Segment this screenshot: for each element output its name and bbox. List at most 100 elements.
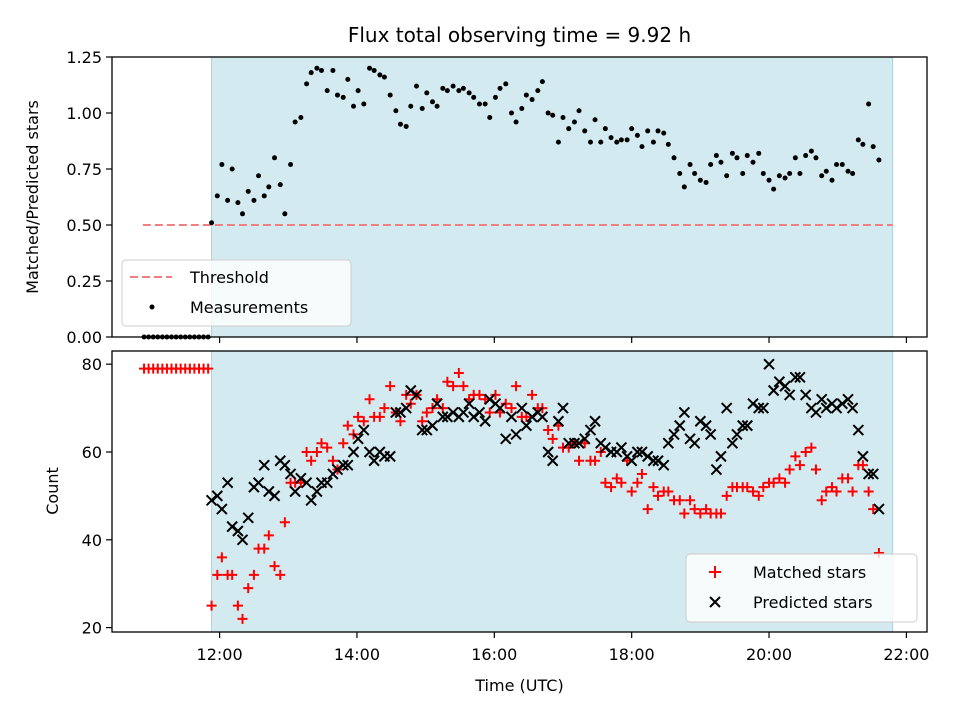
- measurement-point: [308, 70, 314, 76]
- measurement-point: [834, 162, 840, 168]
- matched-star-point: [574, 455, 585, 466]
- matched-star-point: [243, 583, 254, 594]
- predicted-star-point: [815, 393, 828, 406]
- measurement-point: [813, 155, 819, 161]
- predicted-star-point: [557, 402, 569, 414]
- predicted-star-point: [342, 459, 354, 471]
- top-y-axis: 0.00 0.25 0.50 0.75 1.00 1.25: [66, 48, 112, 347]
- predicted-star-point: [779, 380, 791, 392]
- measurement-point: [430, 99, 436, 105]
- measurement-point: [229, 166, 235, 172]
- matched-star-point: [868, 504, 879, 515]
- bottom-legend-box: [685, 553, 918, 623]
- measurement-point: [535, 88, 541, 94]
- measurement-point: [629, 126, 635, 132]
- matched-star-point: [742, 482, 753, 493]
- predicted-star-point: [410, 389, 423, 401]
- matched-star-point: [794, 460, 805, 471]
- predicted-star-point: [416, 424, 428, 436]
- matched-star-point: [338, 438, 349, 449]
- y-tick-label: 1.25: [66, 48, 102, 67]
- measurement-point: [460, 85, 466, 91]
- measurement-point: [225, 197, 231, 203]
- predicted-star-point: [552, 415, 565, 427]
- measurement-point: [239, 211, 245, 217]
- matched-star-point: [843, 473, 854, 484]
- matched-star-point: [437, 403, 448, 414]
- measurement-point: [839, 162, 845, 168]
- matched-star-point: [385, 381, 396, 392]
- threshold-legend-label: Threshold: [189, 268, 269, 287]
- measurement-point: [245, 188, 251, 194]
- matched-star-point: [527, 389, 538, 400]
- measurement-point: [661, 130, 667, 136]
- measurement-point: [655, 128, 661, 134]
- measurement-point: [492, 94, 498, 100]
- measurement-point: [819, 173, 825, 179]
- measurement-point: [381, 74, 387, 80]
- y-tick-label: 0.50: [66, 216, 102, 235]
- matched-star-point: [358, 416, 369, 427]
- predicted-star-point: [546, 455, 559, 467]
- predicted-star-point: [279, 459, 291, 471]
- matched-star-point: [857, 460, 868, 471]
- predicted-star-point: [674, 419, 686, 432]
- predicted-star-point: [236, 534, 249, 546]
- predicted-star-point: [516, 402, 528, 414]
- matched-star-point: [863, 486, 874, 497]
- measurement-point: [760, 170, 766, 176]
- measurement-point: [734, 155, 740, 161]
- predicted-star-point: [221, 477, 234, 489]
- measurement-point: [650, 139, 656, 145]
- measurement-point: [697, 177, 703, 183]
- measurement-point: [756, 150, 762, 156]
- matched-star-point: [663, 486, 674, 497]
- measurement-point: [397, 121, 403, 127]
- measurement-point: [444, 88, 450, 94]
- matched-star-point: [474, 389, 485, 400]
- predicted-star-point: [473, 406, 486, 419]
- measurement-point: [408, 103, 414, 109]
- matched-star-point: [500, 398, 511, 409]
- y-tick-label: 40: [82, 531, 102, 550]
- measurement-point: [355, 88, 361, 94]
- measurement-point: [582, 128, 588, 134]
- measurement-point: [298, 114, 304, 120]
- predicted-star-point: [347, 446, 360, 458]
- matched-star-point: [458, 381, 469, 392]
- predicted-star-point: [352, 433, 364, 445]
- measurement-point: [497, 85, 503, 91]
- matched-stars-series: [139, 363, 884, 624]
- measurement-point: [703, 179, 709, 185]
- measurement-point: [466, 90, 472, 96]
- measurement-point: [808, 148, 814, 154]
- predicted-star-point: [232, 525, 244, 537]
- matched-star-point: [490, 389, 501, 400]
- matched-star-point: [543, 425, 554, 436]
- predicted-star-point: [400, 402, 412, 414]
- measurement-point: [740, 170, 746, 176]
- predicted-star-point: [842, 393, 854, 406]
- matched-star-point: [632, 477, 643, 488]
- measurement-point: [482, 101, 488, 107]
- predicted-star-point: [258, 459, 270, 471]
- matched-star-point: [216, 552, 227, 563]
- matched-star-point: [227, 569, 238, 580]
- predicted-star-point: [753, 402, 765, 414]
- predicted-star-point: [437, 411, 449, 423]
- measurement-point: [555, 139, 561, 145]
- matched-star-point: [442, 376, 453, 387]
- matched-star-point: [311, 446, 322, 457]
- measurement-point: [456, 88, 462, 94]
- measurement-point: [645, 128, 651, 134]
- predicted-star-point: [783, 389, 796, 401]
- bottom-y-axis: 20 40 60 80: [82, 355, 112, 638]
- x-tick-label: 18:00: [609, 645, 655, 664]
- measurement-point: [450, 83, 456, 89]
- predicted-star-point: [216, 503, 228, 515]
- matched-star-point: [648, 482, 659, 493]
- bottom-x-axis: 12:00 14:00 16:00 18:00 20:00 22:00: [197, 632, 929, 664]
- measurement-point: [513, 119, 519, 125]
- measurement-point: [592, 117, 598, 123]
- predicted-star-point: [358, 424, 370, 436]
